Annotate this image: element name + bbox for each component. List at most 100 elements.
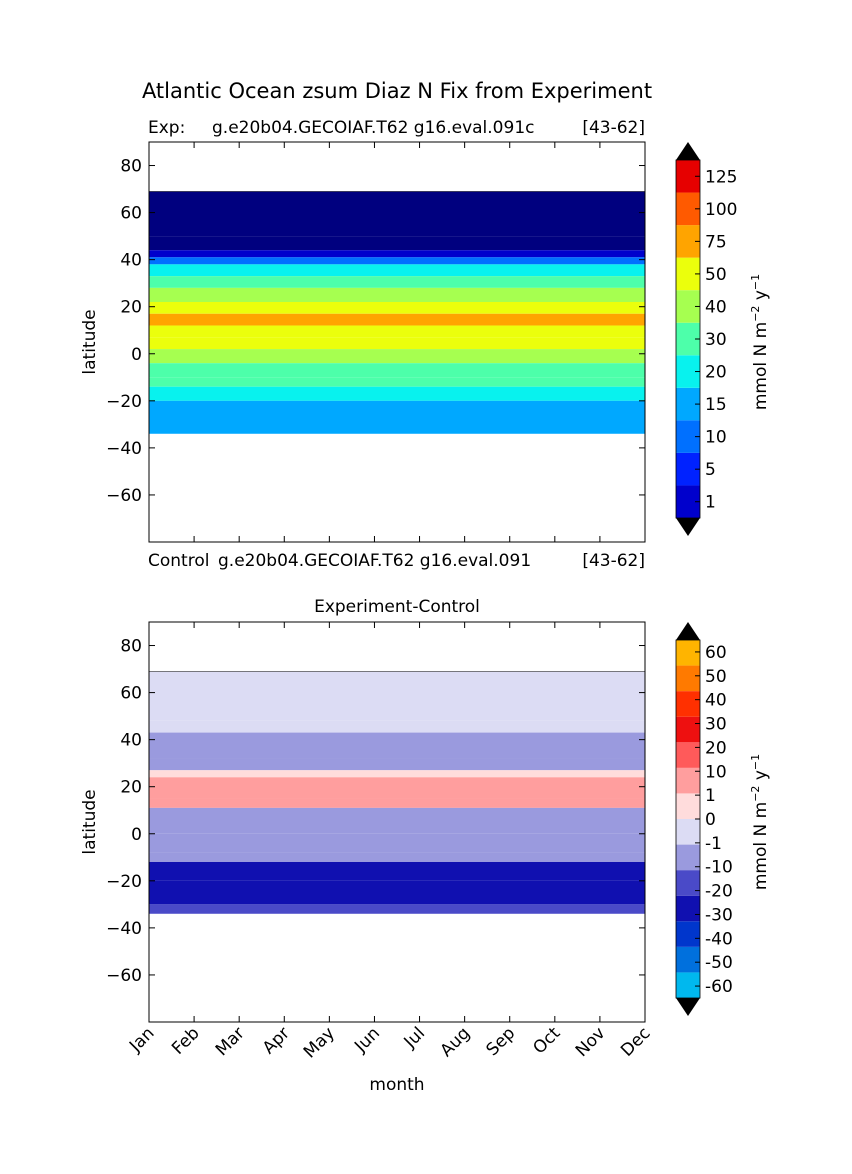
contour-band [149, 777, 645, 799]
colorbar-tick-label: 100 [705, 200, 737, 220]
colorbar-tick-label: -10 [705, 858, 733, 878]
colorbar-tick-label: 15 [705, 395, 727, 415]
y-tick-label: 80 [120, 157, 142, 177]
contour-band [149, 325, 645, 338]
colorbar-tick-label: -30 [705, 905, 733, 925]
difference-axes-frame [148, 621, 646, 1023]
exp-case: g.e20b04.GECOIAF.T62 g16.eval.091c [212, 118, 534, 138]
contour-band [149, 770, 645, 778]
y-tick-label: 0 [131, 825, 142, 845]
colorbar-tick-label: 20 [705, 363, 727, 383]
colorbar-extend-max [676, 622, 700, 640]
difference-panel: 80 60 40 20 0 −20 −40 −60 Jan Feb Mar Apr May Jun Jul… [80, 621, 655, 1095]
difference-y-ticks: 80 60 40 20 0 −20 −40 −60 [106, 637, 645, 986]
colorbar-segment [676, 767, 700, 794]
unit-exp-2: −1 [749, 754, 762, 770]
y-tick-label: 60 [120, 204, 142, 224]
exp-label: Exp: [148, 118, 185, 138]
contour-band [149, 377, 645, 387]
colorbar-tick-label: 75 [705, 232, 727, 252]
colorbar-tick-label: 50 [705, 265, 727, 285]
experiment-colorbar-unit: mmol N m−2 y−1 [749, 274, 771, 410]
unit-exp-1: −2 [749, 306, 762, 322]
contour-band [149, 302, 645, 314]
contour-band [149, 852, 645, 862]
x-tick-label: Jan [125, 1023, 158, 1056]
x-tick-label: Jul [400, 1023, 429, 1052]
experiment-panel: 80 60 40 20 0 −20 −40 −60 latitude [80, 141, 646, 543]
experiment-y-ticks: 80 60 40 20 0 −20 −40 −60 [106, 157, 645, 506]
colorbar-segment [676, 844, 700, 871]
x-tick-label: Nov [572, 1023, 610, 1061]
unit-exp-2: −1 [749, 274, 762, 290]
difference-xlabel: month [369, 1075, 424, 1095]
experiment-axes-frame [148, 141, 646, 543]
contour-band [149, 349, 645, 364]
contour-band [149, 287, 645, 302]
contour-band [149, 732, 645, 759]
x-tick-label: Mar [212, 1023, 249, 1060]
colorbar-tick-label: 50 [705, 667, 727, 687]
contour-band [149, 276, 645, 288]
contour-band [149, 337, 645, 350]
x-tick-label: May [300, 1023, 339, 1062]
colorbar-tick-label: 40 [705, 297, 727, 317]
experiment-x-ticks [148, 142, 646, 542]
x-tick-label: Apr [259, 1023, 294, 1058]
x-tick-label: Aug [437, 1023, 475, 1061]
y-tick-label: 0 [131, 345, 142, 365]
control-years: [43-62] [582, 551, 645, 571]
colorbar-tick-label: 10 [705, 428, 727, 448]
difference-contour-fill [149, 671, 645, 914]
contour-band [149, 386, 645, 401]
colorbar-tick-label: 125 [705, 167, 737, 187]
contour-band [149, 807, 645, 834]
difference-ylabel: latitude [80, 789, 100, 854]
x-tick-label: Jun [350, 1023, 384, 1057]
y-tick-label: −40 [106, 919, 142, 939]
contour-band [149, 257, 645, 265]
colorbar-tick-label: 5 [705, 460, 716, 480]
experiment-contour-fill [149, 191, 645, 434]
y-tick-label: 40 [120, 731, 142, 751]
colorbar-tick-label: -40 [705, 929, 733, 949]
unit-mid: y [751, 290, 771, 305]
y-tick-label: 20 [120, 778, 142, 798]
contour-band [149, 236, 645, 251]
contour-band [149, 862, 645, 881]
colorbar-tick-label: -20 [705, 882, 733, 902]
x-tick-label: Sep [482, 1023, 519, 1060]
colorbar-segment [676, 870, 700, 896]
unit-exp-1: −2 [749, 786, 762, 802]
control-label: Control [148, 551, 209, 571]
contour-band [149, 363, 645, 378]
contour-band [149, 798, 645, 808]
y-tick-label: −60 [106, 486, 142, 506]
colorbar-segment [676, 742, 700, 768]
colorbar-segment [676, 921, 700, 947]
y-tick-label: −20 [106, 872, 142, 892]
colorbar-segment [676, 946, 700, 973]
colorbar-segment [676, 640, 700, 666]
contour-band [149, 720, 645, 733]
contour-band [149, 250, 645, 258]
colorbar-tick-label: 1 [705, 493, 716, 513]
colorbar-segment [676, 793, 700, 819]
unit-mid: y [751, 770, 771, 785]
figure-title: Atlantic Ocean zsum Diaz N Fix from Expe… [142, 79, 652, 103]
colorbar-tick-label: 20 [705, 738, 727, 758]
x-tick-label: Dec [617, 1023, 654, 1060]
contour-band [149, 313, 645, 326]
y-tick-label: 60 [120, 684, 142, 704]
unit-base: mmol N m [751, 802, 771, 890]
colorbar-tick-label: 0 [705, 810, 716, 830]
contour-band [149, 833, 645, 853]
colorbar-tick-label: 10 [705, 762, 727, 782]
colorbar-tick-label: 30 [705, 330, 727, 350]
x-tick-label: Feb [168, 1023, 203, 1058]
contour-band [149, 400, 645, 434]
control-case: g.e20b04.GECOIAF.T62 g16.eval.091 [218, 551, 531, 571]
